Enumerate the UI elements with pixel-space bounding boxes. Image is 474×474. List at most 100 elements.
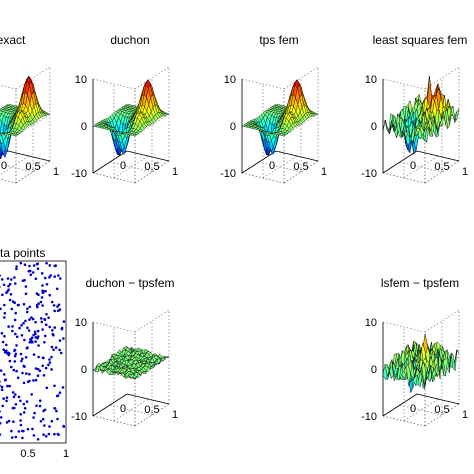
data-point [0,274,1,277]
data-point [40,296,44,299]
data-point [2,373,6,376]
data-point [3,334,6,338]
data-point [23,365,26,369]
data-point [40,317,43,320]
data-point [57,309,60,313]
data-point [33,330,37,334]
data-point [36,335,40,338]
data-point [55,394,59,398]
data-point [52,304,56,307]
data-point [40,272,44,275]
data-point [14,352,18,356]
data-point [17,395,21,399]
data-point [29,273,33,277]
data-point [5,399,8,403]
data-point [56,417,59,421]
data-point [13,276,16,279]
data-point [59,277,62,280]
y-tick-label: 0 [120,160,126,172]
grid-line [399,161,443,173]
data-point [23,263,27,267]
data-point [23,338,26,342]
data-point [20,359,23,363]
data-point [5,421,9,424]
data-point [42,374,46,377]
data-point [31,427,34,431]
data-point [50,345,54,349]
grid-line [241,78,285,90]
data-point [0,385,4,389]
data-point [10,278,13,281]
data-point [34,367,38,370]
data-point [31,271,35,274]
panel-title: exact [0,33,26,47]
axis-line [275,150,319,162]
data-point [60,326,64,330]
grid-line [258,161,302,173]
data-point [19,413,23,416]
data-point [27,329,31,332]
data-point [35,292,39,295]
z-tick-label: -10 [71,411,87,423]
z-tick-label: 0 [81,364,87,376]
data-point [8,298,12,302]
data-point [7,419,11,423]
z-tick-label: 10 [224,74,236,86]
data-point [34,320,37,324]
data-point [55,409,58,413]
data-point [16,303,20,307]
data-point [28,318,31,321]
z-tick-label: 10 [75,74,87,86]
data-point [29,338,32,341]
data-point [2,283,6,287]
z-tick-label: 10 [365,317,377,329]
data-point [62,320,66,323]
data-point [48,264,52,267]
axis-line [241,150,277,174]
data-point [55,287,59,291]
data-point [22,321,25,325]
data-point [43,424,46,427]
data-point [31,317,35,321]
x-tick-label: 0.5 [293,161,308,173]
grid-line [0,163,34,173]
data-point [41,364,44,368]
data-point [19,399,22,403]
data-point [10,307,14,311]
grid-line [0,178,17,184]
data-point [14,282,17,285]
data-point [47,363,50,367]
data-point [41,284,44,287]
data-point [7,325,10,328]
data-point [0,422,2,425]
x-tick-label: 1 [53,166,59,178]
data-point [26,326,29,330]
data-point [43,318,47,322]
data-point [43,276,47,280]
data-point [30,316,33,319]
x-tick-label: 1 [172,409,178,421]
grid-line [0,84,17,90]
y-tick-label: 0 [269,160,275,172]
surface-panel-0: exact 0.5 1 0 [0,33,59,184]
data-point [21,371,24,375]
data-point [2,348,5,352]
z-tick-label: 0 [371,121,377,133]
panel-title: duchon − tpsfem [85,276,174,290]
data-point [38,399,42,403]
data-point [9,293,13,296]
surface-face [132,134,138,137]
data-point [3,311,7,315]
axis-line [416,393,460,405]
data-point [11,300,15,303]
data-point [0,369,3,372]
data-point [25,372,28,375]
data-point [0,388,4,392]
data-point [53,384,56,388]
data-point [28,264,31,268]
data-point [50,355,53,359]
data-point [22,429,25,433]
data-point [3,303,6,307]
data-point [47,432,51,436]
